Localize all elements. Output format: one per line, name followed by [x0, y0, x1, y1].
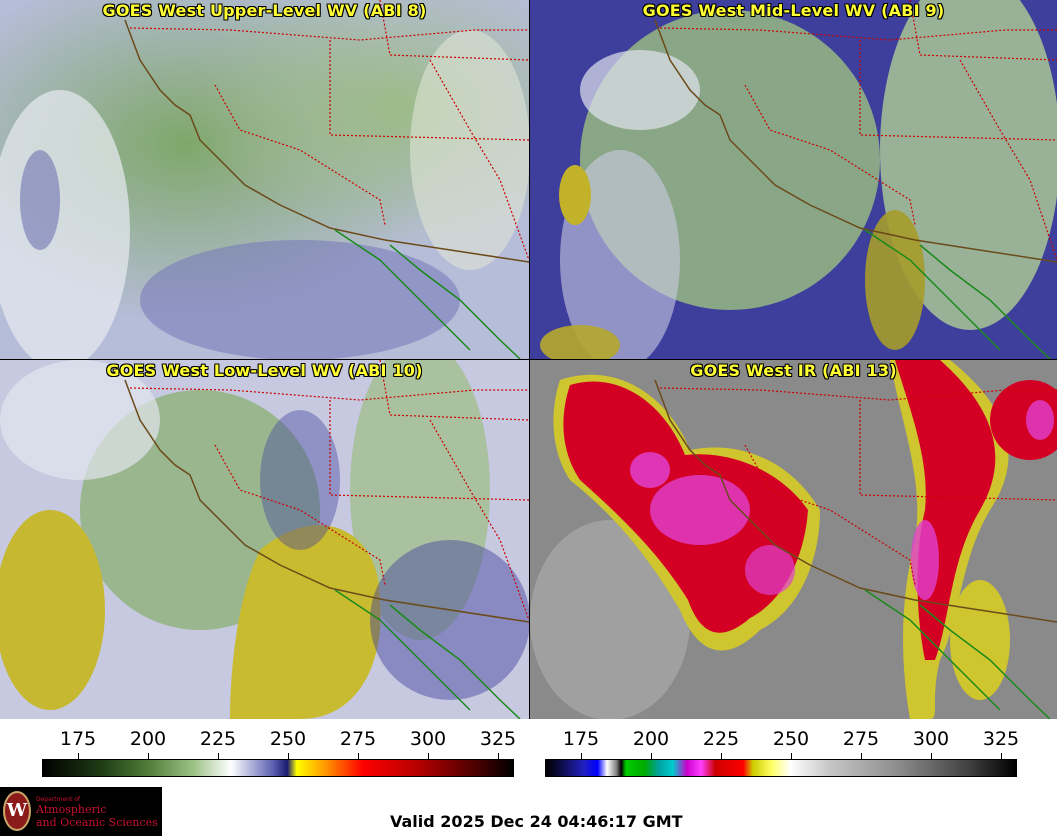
ir-tick-mark [861, 753, 862, 759]
ir-tick-label: 175 [562, 728, 600, 750]
upper-level-wv-image [0, 0, 529, 359]
logo-line-1: Atmospheric [36, 803, 107, 816]
low-level-wv-image [0, 360, 529, 719]
wv-tick-label: 175 [59, 728, 97, 750]
wv-tick-mark [498, 753, 499, 759]
logo-department: Department of [36, 796, 80, 803]
ir-tick-mark [651, 753, 652, 759]
ir-tick-label: 225 [702, 728, 740, 750]
wv-tick-mark [148, 753, 149, 759]
wv-tick-mark [218, 753, 219, 759]
ir-tick-mark [791, 753, 792, 759]
valid-time: Valid 2025 Dec 24 04:46:17 GMT [390, 812, 683, 831]
panel-title: GOES West Mid-Level WV (ABI 9) [642, 1, 945, 20]
ir-tick-label: 325 [982, 728, 1020, 750]
ir-tick-label: 300 [912, 728, 950, 750]
wv-tick-label: 250 [269, 728, 307, 750]
ir-tick-label: 200 [632, 728, 670, 750]
ir-color-bar [545, 759, 1017, 777]
upper-level-wv-panel: GOES West Upper-Level WV (ABI 8) [0, 0, 529, 359]
logo-line-2: and Oceanic Sciences [36, 816, 158, 829]
uw-seal-icon: W [3, 791, 31, 831]
wv-tick-mark [358, 753, 359, 759]
ir-tick-mark [581, 753, 582, 759]
ir-panel: GOES West IR (ABI 13) [530, 360, 1057, 719]
panel-title: GOES West Upper-Level WV (ABI 8) [102, 1, 427, 20]
wv-tick-label: 300 [409, 728, 447, 750]
wv-tick-label: 275 [339, 728, 377, 750]
wv-tick-label: 225 [199, 728, 237, 750]
wv-color-bar [42, 759, 514, 777]
ir-tick-mark [1001, 753, 1002, 759]
ir-tick-label: 250 [772, 728, 810, 750]
panel-divider-horizontal [0, 359, 1057, 360]
ir-tick-mark [931, 753, 932, 759]
ir-color-scale: 175 200 225 250 275 300 325 [545, 728, 1020, 780]
aos-logo: W Department of Atmospheric and Oceanic … [0, 787, 162, 836]
wv-color-scale: 175 200 225 250 275 300 325 [42, 728, 517, 780]
ir-image [530, 360, 1057, 719]
mid-level-wv-image [530, 0, 1057, 359]
wv-tick-label: 325 [479, 728, 517, 750]
low-level-wv-panel: GOES West Low-Level WV (ABI 10) [0, 360, 529, 719]
wv-tick-mark [78, 753, 79, 759]
ir-tick-label: 275 [842, 728, 880, 750]
mid-level-wv-panel: GOES West Mid-Level WV (ABI 9) [530, 0, 1057, 359]
wv-tick-mark [428, 753, 429, 759]
ir-tick-mark [721, 753, 722, 759]
panel-title: GOES West IR (ABI 13) [690, 361, 897, 380]
panel-title: GOES West Low-Level WV (ABI 10) [106, 361, 423, 380]
wv-tick-label: 200 [129, 728, 167, 750]
wv-tick-mark [288, 753, 289, 759]
